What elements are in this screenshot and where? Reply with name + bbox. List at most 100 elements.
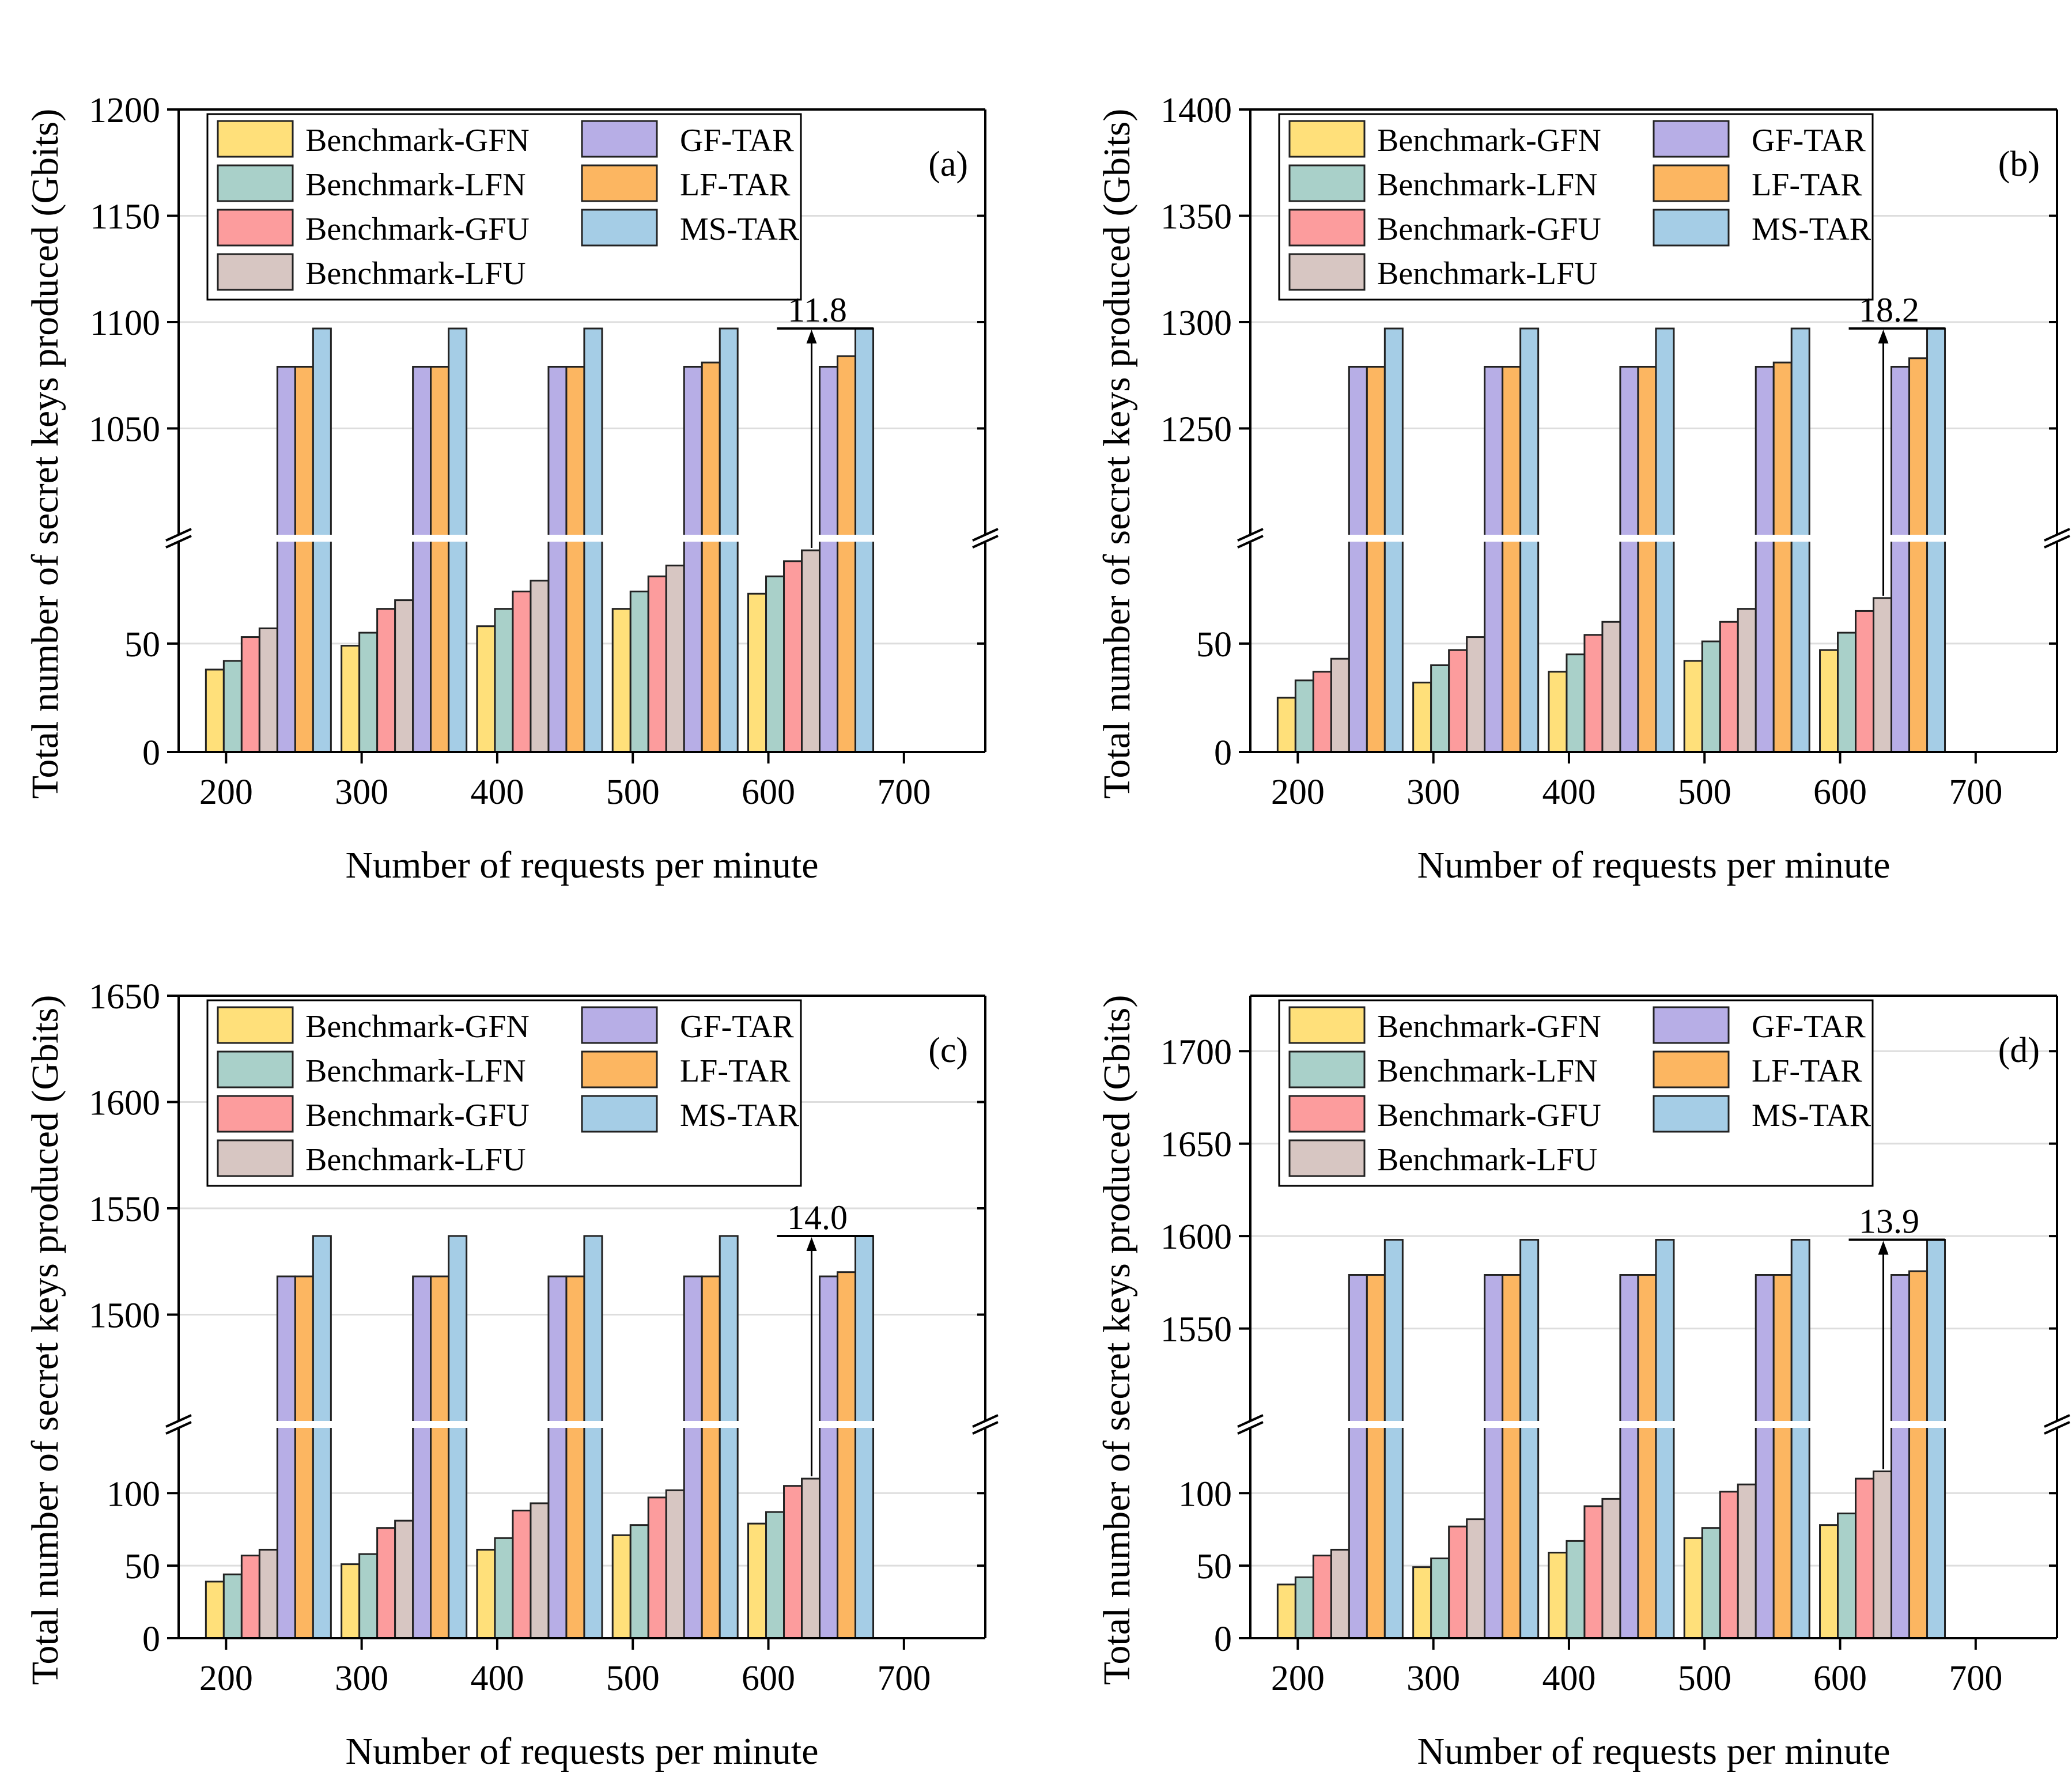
y-axis-title: Total number of secret keys produced (Gb… xyxy=(1096,109,1138,799)
legend: Benchmark-GFN Benchmark-LFN Benchmark-GFU B… xyxy=(206,999,802,1187)
bar-benchmark-lfu-200 xyxy=(258,627,278,753)
y-tick-label: 1550 xyxy=(1160,1310,1232,1349)
legend-box xyxy=(206,999,802,1187)
x-axis-title: Number of requests per minute xyxy=(1417,844,1890,886)
bar-benchmark-gfn-400 xyxy=(476,1548,496,1639)
bar-lf-tar-600 xyxy=(837,1271,857,1639)
panel-label: (a) xyxy=(928,145,968,184)
x-tick-label: 600 xyxy=(742,773,795,812)
bar-benchmark-gfu-200 xyxy=(240,636,260,753)
bar-benchmark-lfn-500 xyxy=(1701,1527,1721,1639)
legend-label: Benchmark-GFU xyxy=(1377,1098,1601,1133)
bar-gf-tar-300 xyxy=(1484,1274,1504,1639)
x-tick-label: 500 xyxy=(1678,1659,1731,1698)
legend-label: Benchmark-LFU xyxy=(305,1142,526,1178)
legend-swatch xyxy=(217,253,294,291)
x-axis-title: Number of requests per minute xyxy=(345,844,818,886)
y-tick-label: 0 xyxy=(1214,734,1232,773)
bar-benchmark-gfn-400 xyxy=(476,625,496,753)
axis-break-gap xyxy=(167,535,997,542)
legend-swatch xyxy=(581,164,658,202)
axis-break-gap xyxy=(1239,535,2069,542)
bar-benchmark-lfu-500 xyxy=(665,1489,685,1639)
bar-benchmark-lfu-300 xyxy=(1466,1518,1486,1639)
annotation-arrow-head xyxy=(1878,1241,1889,1255)
bar-gf-tar-400 xyxy=(547,365,568,753)
y-tick-label: 1050 xyxy=(89,410,160,449)
y-ticks: 0 50 100 1550 1600 1650 1700 xyxy=(1160,1033,2057,1659)
bar-benchmark-lfn-600 xyxy=(765,575,785,753)
bar-benchmark-lfu-200 xyxy=(1330,657,1350,753)
legend-label: Benchmark-LFU xyxy=(1377,256,1598,292)
axis-break-mark xyxy=(1237,1414,1264,1428)
bar-benchmark-gfu-300 xyxy=(1448,1525,1468,1639)
x-tick-label: 600 xyxy=(1813,1659,1867,1698)
legend-label: LF-TAR xyxy=(1752,167,1862,203)
bar-benchmark-gfu-200 xyxy=(1312,671,1332,753)
legend-swatch xyxy=(581,120,658,158)
bar-gf-tar-600 xyxy=(1890,1274,1911,1639)
bar-benchmark-lfu-300 xyxy=(1466,636,1486,753)
legend-label: Benchmark-LFN xyxy=(1377,1053,1598,1089)
x-tick-label: 400 xyxy=(470,1659,524,1698)
y-tick-label: 100 xyxy=(1178,1475,1232,1514)
legend-swatch xyxy=(1653,164,1730,202)
y-tick-label: 1600 xyxy=(1160,1218,1232,1257)
bar-benchmark-lfu-500 xyxy=(1737,608,1757,753)
bars xyxy=(205,327,875,753)
annotation-label: 18.2 xyxy=(1859,291,1919,329)
legend-label: LF-TAR xyxy=(1752,1053,1862,1089)
bar-benchmark-gfu-500 xyxy=(1719,621,1739,753)
y-ticks: 0 50 100 1500 1550 1600 1650 xyxy=(89,977,985,1659)
axis-break-mark xyxy=(2044,528,2070,542)
legend-swatch xyxy=(217,120,294,158)
bar-benchmark-lfn-600 xyxy=(765,1511,785,1639)
x-tick-label: 700 xyxy=(1949,773,2002,812)
axis-break-gap xyxy=(1239,1421,2069,1428)
y-tick-label: 50 xyxy=(124,1547,160,1586)
bar-ms-tar-600 xyxy=(854,1235,875,1639)
bar-benchmark-lfn-300 xyxy=(358,632,379,753)
bar-benchmark-gfu-300 xyxy=(376,1527,396,1639)
bar-benchmark-lfu-200 xyxy=(1330,1548,1350,1639)
bar-lf-tar-600 xyxy=(1908,1270,1929,1639)
bar-lf-tar-400 xyxy=(1637,1274,1657,1639)
bar-benchmark-gfu-200 xyxy=(1312,1555,1332,1639)
x-tick-label: 400 xyxy=(1542,773,1595,812)
bar-benchmark-lfn-600 xyxy=(1837,1513,1857,1639)
bar-benchmark-lfu-600 xyxy=(1873,597,1893,753)
bar-lf-tar-500 xyxy=(701,1275,721,1639)
bar-ms-tar-200 xyxy=(312,1235,332,1639)
bar-gf-tar-300 xyxy=(1484,365,1504,753)
bar-lf-tar-200 xyxy=(294,1275,314,1639)
legend-label: MS-TAR xyxy=(680,211,800,247)
bar-benchmark-lfn-400 xyxy=(1566,653,1586,753)
bar-ms-tar-300 xyxy=(1519,1239,1540,1639)
bar-benchmark-gfu-300 xyxy=(1448,649,1468,753)
y-tick-label: 1300 xyxy=(1160,304,1232,343)
bar-gf-tar-300 xyxy=(412,1275,432,1639)
bar-gf-tar-400 xyxy=(1619,365,1639,753)
legend-label: LF-TAR xyxy=(680,1053,791,1089)
axis-break-mark xyxy=(2044,535,2070,549)
annotation-arrow-head xyxy=(806,1237,817,1251)
bar-benchmark-gfn-600 xyxy=(747,592,767,753)
bar-ms-tar-500 xyxy=(1790,1239,1810,1639)
bar-benchmark-lfn-500 xyxy=(629,1524,649,1639)
x-tick-label: 500 xyxy=(606,773,660,812)
bar-benchmark-gfu-400 xyxy=(1583,634,1604,753)
legend-swatch xyxy=(1288,209,1366,247)
annotation: 11.8 xyxy=(777,291,874,549)
x-tick-label: 500 xyxy=(606,1659,660,1698)
legend-swatch xyxy=(217,1139,294,1177)
legend-swatch xyxy=(217,1050,294,1088)
legend-swatch xyxy=(217,209,294,247)
y-tick-label: 1500 xyxy=(89,1296,160,1336)
bar-benchmark-lfu-300 xyxy=(394,1519,414,1639)
legend-box xyxy=(1278,113,1874,301)
legend-swatch xyxy=(1653,209,1730,247)
legend-label: Benchmark-LFU xyxy=(1377,1142,1598,1178)
legend-swatch xyxy=(581,1095,658,1133)
bar-benchmark-lfu-500 xyxy=(665,564,685,753)
